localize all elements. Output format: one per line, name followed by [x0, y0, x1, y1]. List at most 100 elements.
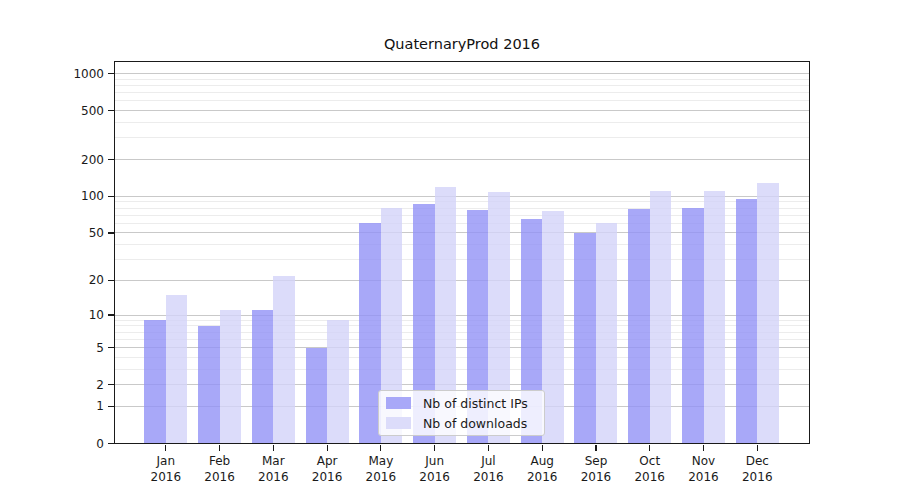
bar-downloads-nov	[704, 191, 726, 443]
y-tick-label-1: 1	[28, 398, 104, 414]
bar-distinct-ips-mar	[252, 310, 274, 443]
x-label-month: Sep	[568, 453, 624, 470]
x-tick-sep	[595, 445, 596, 451]
y-tick-5	[108, 347, 114, 348]
x-tick-nov	[703, 445, 704, 451]
x-tick-label-dec: Dec2016	[729, 453, 785, 486]
x-label-month: Apr	[299, 453, 355, 470]
y-tick-50	[108, 232, 114, 233]
x-tick-label-mar: Mar2016	[245, 453, 301, 486]
y-tick-label-50: 50	[28, 225, 104, 241]
bar-downloads-sep	[596, 223, 618, 443]
x-label-month: Jul	[460, 453, 516, 470]
x-label-year: 2016	[192, 469, 248, 486]
x-tick-dec	[757, 445, 758, 451]
bar-distinct-ips-feb	[198, 326, 220, 444]
gridline-200	[115, 159, 809, 160]
y-tick-1000	[108, 73, 114, 74]
x-tick-apr	[327, 445, 328, 451]
x-tick-jul	[488, 445, 489, 451]
gridline-900	[115, 79, 809, 80]
x-tick-may	[380, 445, 381, 451]
y-tick-500	[108, 110, 114, 111]
y-tick-label-20: 20	[28, 272, 104, 288]
legend-label-distinct-ips: Nb of distinct IPs	[423, 396, 528, 411]
bar-downloads-jan	[166, 295, 188, 443]
x-label-month: Dec	[729, 453, 785, 470]
bar-downloads-mar	[273, 276, 295, 444]
x-tick-label-aug: Aug2016	[514, 453, 570, 486]
gridline-600	[115, 100, 809, 101]
x-label-year: 2016	[568, 469, 624, 486]
x-tick-label-jan: Jan2016	[138, 453, 194, 486]
y-tick-label-2: 2	[28, 377, 104, 393]
x-label-year: 2016	[460, 469, 516, 486]
y-tick-label-5: 5	[28, 340, 104, 356]
x-tick-label-may: May2016	[353, 453, 409, 486]
y-tick-10	[108, 314, 114, 315]
bar-downloads-apr	[327, 320, 349, 443]
x-tick-label-feb: Feb2016	[192, 453, 248, 486]
y-tick-1	[108, 406, 114, 407]
y-tick-2	[108, 384, 114, 385]
y-tick-label-0: 0	[28, 436, 104, 452]
y-tick-label-500: 500	[28, 103, 104, 119]
bar-downloads-feb	[220, 310, 242, 443]
x-tick-oct	[649, 445, 650, 451]
x-label-year: 2016	[407, 469, 463, 486]
x-label-month: Mar	[245, 453, 301, 470]
chart-figure: QuaternaryProd 2016 0 1 2 5 10 20 50 100 200 500 1…	[0, 0, 900, 500]
gridline-800	[115, 85, 809, 86]
x-label-month: Nov	[676, 453, 732, 470]
x-tick-mar	[273, 445, 274, 451]
bar-downloads-aug	[542, 211, 564, 444]
bar-distinct-ips-dec	[736, 199, 758, 444]
y-tick-label-200: 200	[28, 152, 104, 168]
legend-item-downloads: Nb of downloads	[386, 416, 536, 431]
chart-title: QuaternaryProd 2016	[115, 36, 809, 52]
x-tick-label-oct: Oct2016	[622, 453, 678, 486]
legend-swatch-distinct-ips	[386, 397, 411, 409]
gridline-500	[115, 110, 809, 111]
x-tick-aug	[542, 445, 543, 451]
bar-downloads-dec	[757, 183, 779, 443]
x-label-month: Oct	[622, 453, 678, 470]
x-tick-jun	[434, 445, 435, 451]
x-tick-label-jun: Jun2016	[407, 453, 463, 486]
gridline-400	[115, 122, 809, 123]
x-label-year: 2016	[245, 469, 301, 486]
legend-item-distinct-ips: Nb of distinct IPs	[386, 396, 536, 411]
y-tick-0	[108, 443, 114, 444]
x-label-month: Aug	[514, 453, 570, 470]
y-tick-20	[108, 280, 114, 281]
bar-distinct-ips-oct	[628, 209, 650, 444]
legend: Nb of distinct IPs Nb of downloads	[378, 390, 545, 436]
legend-swatch-downloads	[386, 417, 411, 429]
legend-label-downloads: Nb of downloads	[423, 416, 527, 431]
bar-distinct-ips-jan	[144, 320, 166, 443]
x-label-month: May	[353, 453, 409, 470]
x-tick-label-apr: Apr2016	[299, 453, 355, 486]
y-tick-label-100: 100	[28, 188, 104, 204]
x-label-year: 2016	[514, 469, 570, 486]
x-label-month: Jan	[138, 453, 194, 470]
x-tick-label-nov: Nov2016	[676, 453, 732, 486]
x-tick-label-jul: Jul2016	[460, 453, 516, 486]
y-tick-label-1000: 1000	[28, 66, 104, 82]
x-label-year: 2016	[729, 469, 785, 486]
x-label-year: 2016	[138, 469, 194, 486]
y-tick-label-10: 10	[28, 307, 104, 323]
x-label-year: 2016	[353, 469, 409, 486]
bar-downloads-oct	[650, 191, 672, 443]
x-label-year: 2016	[676, 469, 732, 486]
gridline-300	[115, 137, 809, 138]
x-tick-label-sep: Sep2016	[568, 453, 624, 486]
x-label-month: Feb	[192, 453, 248, 470]
x-tick-jan	[165, 445, 166, 451]
bar-distinct-ips-apr	[306, 348, 328, 444]
plot-area	[114, 61, 810, 444]
x-label-year: 2016	[622, 469, 678, 486]
x-label-year: 2016	[299, 469, 355, 486]
bar-distinct-ips-nov	[682, 208, 704, 443]
gridline-700	[115, 92, 809, 93]
